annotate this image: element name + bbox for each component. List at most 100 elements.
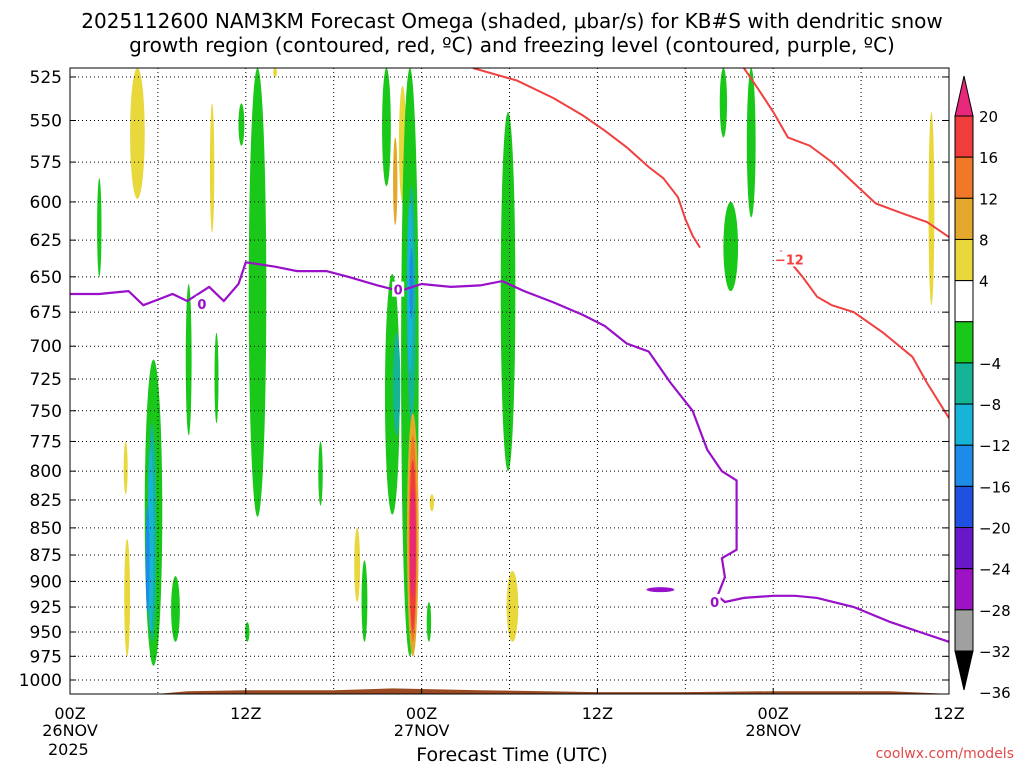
omega-region-11	[171, 576, 180, 642]
x-tick-date-0: 26NOV	[42, 721, 98, 740]
colorbar-label-6: −8	[979, 396, 1001, 414]
omega-region-16	[238, 103, 245, 146]
colorbar-box-8	[954, 403, 974, 446]
colorbar-label-11: −28	[979, 602, 1011, 620]
x-tick-label-3: 12Z	[582, 704, 613, 723]
omega-region-29	[393, 332, 401, 436]
dgz-contour-upper	[472, 68, 701, 249]
y-tick-label-625: 625	[30, 231, 62, 251]
freezing-label-1: 0	[197, 298, 206, 313]
plot-frame	[69, 67, 950, 695]
omega-region-39	[410, 488, 416, 597]
omega-region-26	[746, 68, 756, 218]
y-tick-label-925: 925	[30, 598, 62, 618]
colorbar-box-3	[954, 197, 974, 240]
y-tick-label-800: 800	[30, 462, 62, 482]
colorbar-box-5	[954, 280, 974, 323]
colorbar-box-4	[954, 238, 974, 282]
colorbar-box-2	[954, 156, 974, 199]
colorbar-box-1	[954, 115, 974, 158]
y-tick-label-525: 525	[30, 68, 62, 88]
y-tick-label-850: 850	[30, 519, 62, 539]
colorbar-label-2: 12	[979, 190, 998, 208]
colorbar-label-12: −32	[979, 643, 1011, 661]
colorbar-label-9: −20	[979, 520, 1011, 538]
freezing-level-contour	[70, 261, 949, 643]
dgz-contour-right	[779, 249, 949, 419]
colorbar-box-7	[954, 362, 974, 405]
freezing-label-3-bg	[708, 593, 721, 609]
x-tick-date-4: 28NOV	[745, 721, 801, 740]
y-tick-label-825: 825	[30, 491, 62, 511]
omega-region-34	[409, 247, 414, 320]
y-tick-label-675: 675	[30, 303, 62, 323]
omega-region-21	[361, 560, 368, 642]
freezing-label-3: 0	[710, 596, 719, 611]
chart-title-line-1: 2025112600 NAM3KM Forecast Omega (shaded…	[81, 9, 943, 33]
x-tick-label-4: 00Z	[758, 704, 789, 723]
credit-link[interactable]: coolwx.com/models	[875, 746, 1014, 762]
omega-region-27	[723, 201, 739, 292]
omega-region-6	[429, 494, 435, 512]
omega-region-24	[500, 111, 516, 472]
x-tick-label-5: 12Z	[933, 704, 964, 723]
omega-region-19	[382, 68, 391, 187]
omega-region-36	[393, 137, 398, 226]
colorbar-label-7: −12	[979, 437, 1011, 455]
y-tick-label-650: 650	[30, 268, 62, 288]
x-tick-label-2: 00Z	[406, 704, 437, 723]
colorbar-bottom-arrow	[954, 650, 974, 691]
y-tick-label-700: 700	[30, 337, 62, 357]
dgz-contour-lower	[743, 68, 949, 238]
omega-region-3	[123, 441, 128, 495]
dgz-label-bg	[774, 251, 805, 267]
omega-region-2	[124, 538, 131, 657]
freezing-label-1-bg	[195, 295, 208, 311]
omega-region-23	[426, 601, 432, 642]
freezing-label-2: 0	[394, 284, 403, 299]
colorbar-box-11	[954, 527, 974, 570]
terrain-layer	[70, 688, 949, 694]
omega-region-8	[928, 111, 935, 306]
y-tick-label-550: 550	[30, 111, 62, 131]
omega-region-33	[145, 505, 150, 613]
freezing-label-2-bg	[392, 281, 405, 297]
omega-region-0	[130, 68, 145, 199]
omega-region-14	[214, 332, 219, 424]
y-tick-label-575: 575	[30, 153, 62, 173]
omega-region-7	[506, 570, 519, 642]
colorbar-label-8: −16	[979, 478, 1011, 496]
omega-region-12	[97, 178, 102, 277]
grid-layer	[70, 68, 949, 694]
omega-region-9	[273, 68, 278, 77]
x-axis-year-label: 2025	[48, 740, 89, 759]
colorbar: 20 16 12 8 4 −4 −8 −12 −16 −20 −24 −28 −32 −36	[954, 75, 1011, 702]
y-tick-label-900: 900	[30, 572, 62, 592]
colorbar-label-4: 4	[979, 273, 989, 291]
colorbar-label-13: −36	[979, 684, 1011, 702]
colorbar-label-10: −24	[979, 561, 1011, 579]
colorbar-label-0: 20	[979, 108, 998, 126]
colorbar-box-10	[954, 485, 974, 529]
omega-region-17	[245, 622, 250, 642]
contour-layer: 0 0 0 −12	[70, 68, 949, 643]
colorbar-box-6	[954, 321, 974, 364]
colorbar-label-5: −4	[979, 355, 1001, 373]
omega-region-25	[719, 68, 728, 138]
y-tick-label-875: 875	[30, 546, 62, 566]
omega-region-13	[185, 284, 192, 436]
dgz-label: −12	[775, 253, 804, 268]
chart-title-line-2: growth region (contoured, red, ºC) and f…	[129, 33, 895, 57]
x-axis-title: Forecast Time (UTC)	[416, 744, 608, 766]
freezing-blob	[646, 587, 675, 593]
omega-region-18	[318, 441, 323, 506]
x-tick-label-1: 12Z	[230, 704, 261, 723]
y-tick-label-775: 775	[30, 432, 62, 452]
y-tick-label-725: 725	[30, 370, 62, 390]
axes-layer: 525 550 575 600 625 650 675 700 725 750 775 800 825 8…	[19, 68, 965, 740]
x-tick-label-0: 00Z	[54, 704, 85, 723]
terrain-ground	[70, 688, 949, 694]
colorbar-box-12	[954, 568, 974, 611]
colorbar-box-13	[954, 609, 974, 652]
